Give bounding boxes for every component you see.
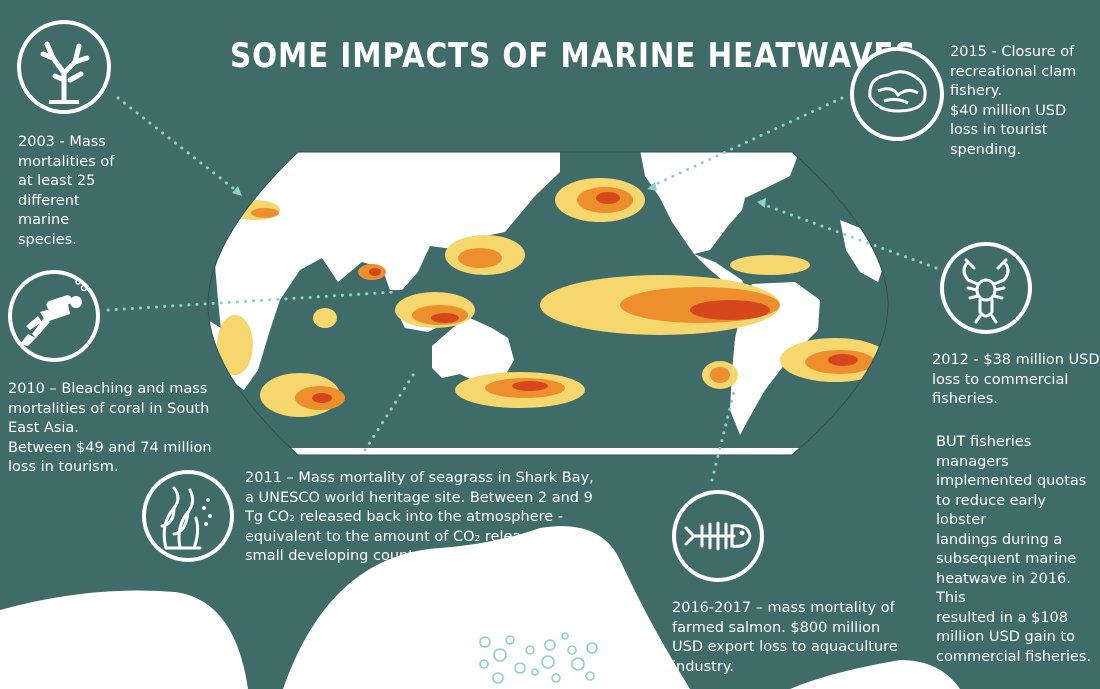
- bubbles: [479, 632, 598, 684]
- arrow-2015: [647, 182, 657, 191]
- event-2012b-line-7: heatwave in 2016. This: [936, 570, 1071, 607]
- heat-high: [312, 192, 858, 403]
- lobster-icon: [940, 242, 1032, 334]
- event-2015-line-1: 2015 - Closure of: [950, 44, 1075, 60]
- event-2015-line-4: $40 million USD: [950, 102, 1067, 119]
- event-2010-line-5: loss in tourism.: [8, 459, 119, 475]
- coral-icon: [17, 20, 111, 114]
- event-2010-text: 2010 – Bleaching and mass mortalities of…: [8, 380, 212, 478]
- event-2016-line-4: industry.: [672, 658, 734, 675]
- event-2003-line-5: marine: [18, 212, 70, 228]
- event-2012-line-3: fisheries.: [932, 391, 998, 407]
- event-2012-text: 2012 - $38 million USD loss to commercia…: [932, 351, 1100, 410]
- event-2016-text: 2016-2017 – mass mortality of farmed sal…: [672, 599, 898, 677]
- connector-2015: [650, 96, 844, 188]
- event-2003-line-2: mortalities of: [18, 153, 115, 170]
- event-2012b-line-3: implemented quotas: [936, 473, 1087, 489]
- connector-2011: [363, 370, 417, 452]
- connector-2012: [760, 202, 938, 270]
- event-2011-line-1: 2011 – Mass mortality of seagrass in Sha…: [245, 470, 594, 486]
- event-2012b-line-10: commercial fisheries.: [936, 648, 1092, 665]
- event-2015-line-5: loss in tourist: [950, 122, 1048, 138]
- event-2011-line-4: equivalent to the amount of CO₂ released…: [245, 528, 583, 545]
- event-2015-line-3: fishery.: [950, 83, 1002, 99]
- event-2011-line-2: a UNESCO world heritage site. Between 2 …: [245, 489, 593, 506]
- bottom-wave-left: [0, 590, 248, 689]
- land-uk-europe: [840, 220, 885, 282]
- land-australia: [432, 318, 514, 384]
- event-2016-line-1: 2016-2017 – mass mortality of: [672, 600, 895, 616]
- event-2012b-line-1: BUT fisheries: [936, 434, 1032, 450]
- event-2012-line-2: loss to commercial: [932, 371, 1069, 388]
- event-2015-line-2: recreational clam: [950, 63, 1077, 80]
- event-2012b-line-5: landings during a: [936, 531, 1063, 548]
- event-2003-line-4: different: [18, 192, 80, 209]
- land-antarctica: [240, 448, 860, 455]
- connector-2016: [710, 390, 736, 482]
- event-2016-line-2: farmed salmon. $800 million: [672, 619, 881, 636]
- event-2003-line-6: species.: [18, 231, 77, 248]
- event-2003-line-1: 2003 - Mass: [18, 134, 106, 150]
- connectors: [106, 96, 938, 482]
- connector-2003: [116, 96, 240, 194]
- land-eurasia: [208, 152, 560, 390]
- event-2012b-line-4: to reduce early lobster: [936, 492, 1047, 529]
- event-2016-line-3: USD export loss to aquaculture: [672, 639, 898, 655]
- map-outline: [207, 151, 889, 456]
- event-2010-line-1: 2010 – Bleaching and mass: [8, 381, 208, 397]
- arrow-2012: [757, 198, 766, 208]
- event-2003-line-3: at least 25: [18, 173, 96, 189]
- event-2010-line-3: East Asia.: [8, 420, 79, 436]
- bottom-wave-right: [283, 526, 690, 689]
- event-2011-text: 2011 – Mass mortality of seagrass in Sha…: [245, 469, 594, 567]
- event-2012-line-1: 2012 - $38 million USD: [932, 352, 1100, 368]
- event-2010-line-2: mortalities of coral in South: [8, 400, 210, 417]
- connector-arrows: [232, 182, 766, 208]
- event-2003-text: 2003 - Mass mortalities of at least 25 d…: [18, 133, 114, 250]
- connector-2010: [106, 290, 397, 312]
- event-2012-followup-text: BUT fisheries managers implemented quota…: [936, 433, 1100, 667]
- bottom-wave-far-right: [790, 660, 960, 689]
- event-2012b-line-8: resulted in a $108: [936, 609, 1068, 626]
- fish-skeleton-icon: [672, 490, 764, 582]
- event-2012b-line-9: million USD gain to: [936, 629, 1075, 645]
- world-map: [208, 152, 888, 455]
- event-2011-line-5: small developing country in a year.: [245, 548, 501, 564]
- land-greenland-na: [640, 152, 800, 254]
- event-2015-text: 2015 - Closure of recreational clam fish…: [950, 43, 1076, 160]
- clam-icon: [850, 47, 944, 141]
- seagrass-icon: [142, 470, 234, 562]
- page-title: SOME IMPACTS OF MARINE HEATWAVES: [230, 36, 917, 76]
- event-2015-line-6: spending.: [950, 141, 1022, 158]
- event-2011-line-3: Tg CO₂ released back into the atmosphere…: [245, 509, 564, 525]
- event-2012b-line-2: managers: [936, 453, 1009, 470]
- arrow-2003: [232, 186, 242, 196]
- event-2010-line-4: Between $49 and 74 million: [8, 439, 212, 456]
- event-2012b-line-6: subsequent marine: [936, 551, 1077, 567]
- diver-icon: [8, 270, 100, 362]
